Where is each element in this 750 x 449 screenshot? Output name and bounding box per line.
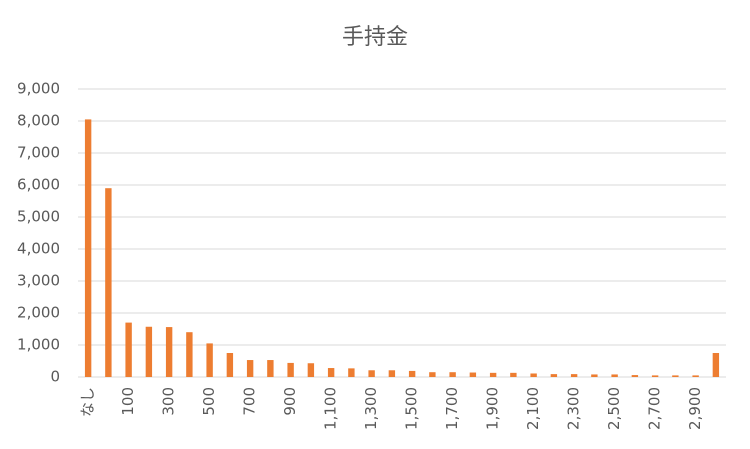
bar	[388, 370, 396, 377]
bar	[530, 373, 537, 377]
bar	[429, 372, 436, 377]
bar	[408, 370, 416, 377]
x-tick-label: 700	[241, 387, 259, 416]
bar	[226, 353, 234, 377]
x-tick-label: 2,500	[605, 387, 623, 430]
bar	[307, 363, 315, 377]
x-tick-label: 2,900	[686, 387, 704, 430]
bar	[267, 360, 274, 377]
x-tick-label: 2,300	[565, 387, 583, 430]
bar	[611, 374, 618, 377]
y-tick-label: 7,000	[17, 144, 60, 162]
bar	[489, 372, 497, 377]
x-tick-label: 1,500	[403, 387, 421, 430]
bar	[550, 374, 558, 377]
chart-title: 手持金	[342, 25, 408, 50]
bar	[84, 119, 92, 378]
y-tick-label: 0	[50, 368, 60, 386]
y-tick-label: 9,000	[17, 80, 60, 98]
y-tick-label: 5,000	[17, 208, 60, 226]
x-tick-label: なし	[79, 387, 97, 417]
bar	[105, 188, 112, 377]
bar	[186, 332, 193, 377]
bar	[206, 343, 213, 377]
bar	[145, 326, 153, 377]
x-tick-label: 300	[160, 387, 178, 416]
y-tick-label: 3,000	[17, 272, 60, 290]
bar	[246, 360, 254, 377]
bar	[692, 375, 699, 377]
x-tick-label: 2,100	[524, 387, 542, 430]
y-tick-label: 1,000	[17, 336, 60, 354]
bar	[712, 353, 720, 377]
bar	[591, 374, 598, 377]
bar	[287, 362, 294, 377]
x-tick-label: 500	[200, 387, 218, 416]
bar	[327, 368, 335, 377]
y-tick-label: 4,000	[17, 240, 60, 258]
x-tick-label: 900	[281, 387, 299, 416]
y-tick-label: 8,000	[17, 112, 60, 130]
x-tick-label: 1,700	[443, 387, 461, 430]
y-tick-label: 6,000	[17, 176, 60, 194]
x-tick-label: 100	[119, 387, 137, 416]
bar	[368, 370, 375, 377]
bar	[348, 368, 355, 377]
bar	[469, 372, 477, 377]
bar	[449, 372, 456, 377]
bar	[510, 372, 517, 377]
bar	[651, 375, 659, 377]
x-tick-label: 2,700	[646, 387, 664, 430]
y-tick-label: 2,000	[17, 304, 60, 322]
bar	[570, 374, 578, 377]
bar	[165, 327, 173, 377]
bar	[672, 375, 679, 377]
x-tick-label: 1,900	[484, 387, 502, 430]
bar	[631, 375, 639, 377]
x-tick-label: 1,100	[322, 387, 340, 430]
x-tick-label: 1,300	[362, 387, 380, 430]
bar	[125, 322, 132, 377]
